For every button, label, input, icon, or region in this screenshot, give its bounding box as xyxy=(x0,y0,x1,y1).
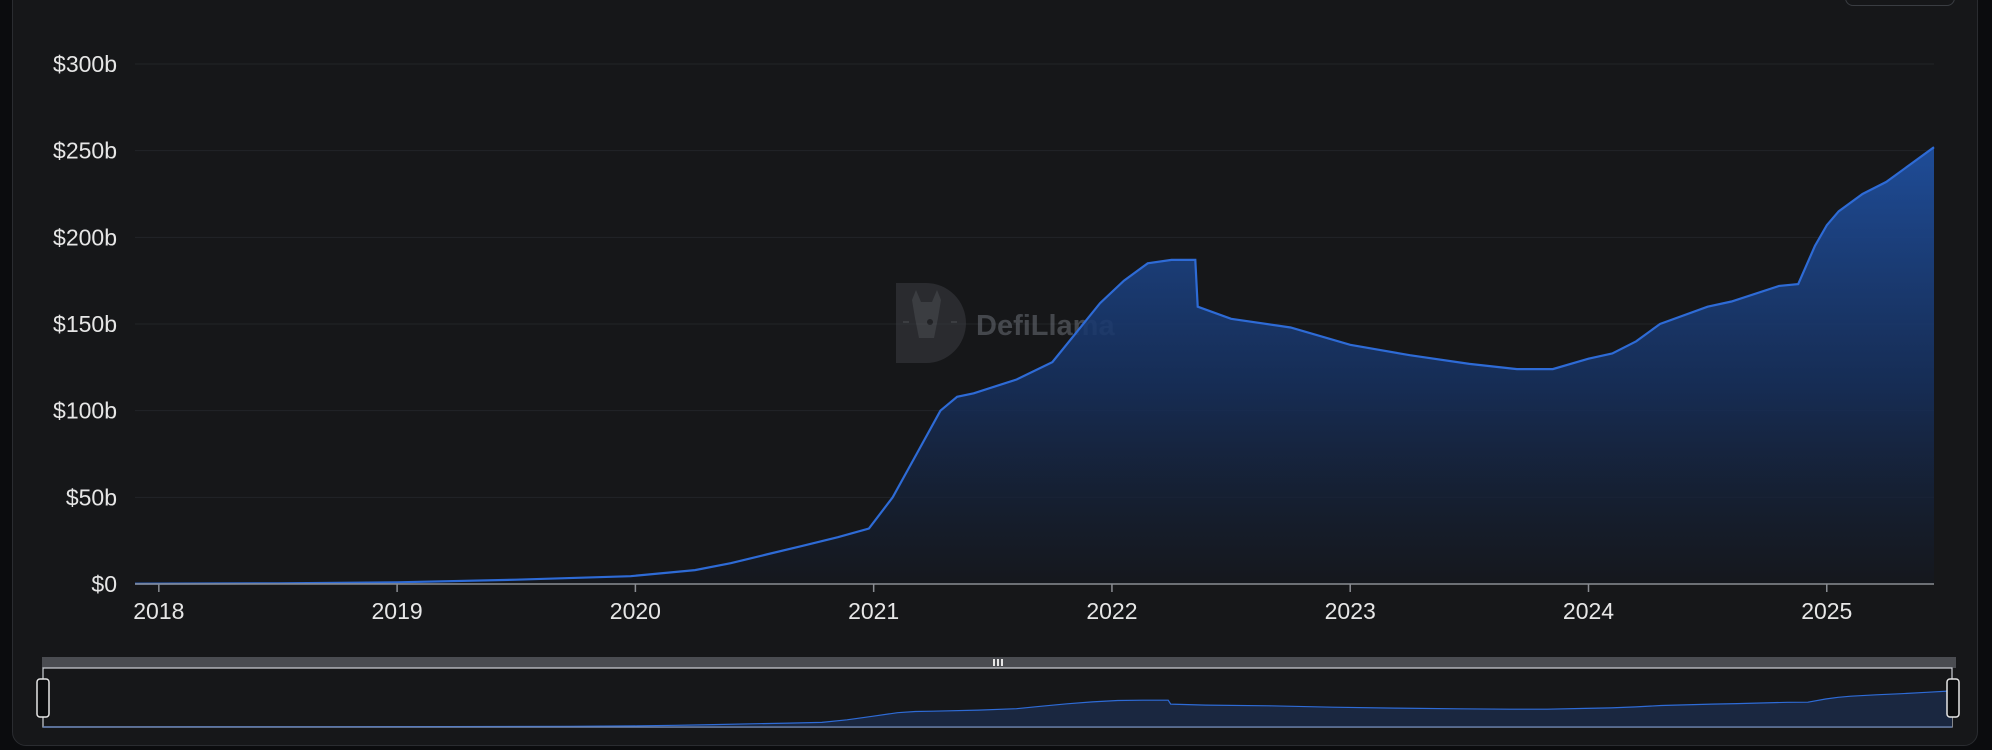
y-tick-label: $300b xyxy=(53,51,117,77)
y-tick-label: $150b xyxy=(53,311,117,337)
range-navigator[interactable] xyxy=(36,657,1960,728)
y-tick-label: $250b xyxy=(53,138,117,164)
series-line xyxy=(134,146,1935,585)
x-tick-label: 2018 xyxy=(133,598,184,624)
x-tick-label: 2024 xyxy=(1563,598,1614,624)
navigator-right-handle[interactable] xyxy=(1946,678,1960,718)
x-tick-label: 2019 xyxy=(372,598,423,624)
scrollbar-grip-icon[interactable] xyxy=(993,659,1003,666)
y-tick-label: $200b xyxy=(53,224,117,250)
y-tick-label: $0 xyxy=(91,571,117,597)
navigator-area xyxy=(43,690,1952,727)
x-axis: 2018 2019 2020 2021 2022 2023 2024 2025 xyxy=(133,584,1852,624)
y-axis: $0 $50b $100b $150b $200b $250b $300b xyxy=(53,51,117,597)
x-tick-label: 2021 xyxy=(848,598,899,624)
navigator-left-handle[interactable] xyxy=(36,678,50,718)
y-tick-label: $100b xyxy=(53,398,117,424)
x-tick-label: 2022 xyxy=(1086,598,1137,624)
navigator-line xyxy=(42,690,1953,728)
llama-logo-icon xyxy=(896,283,966,363)
x-tick-label: 2023 xyxy=(1325,598,1376,624)
series-area xyxy=(135,147,1934,584)
x-tick-label: 2025 xyxy=(1801,598,1852,624)
x-tick-label: 2020 xyxy=(610,598,661,624)
y-tick-label: $50b xyxy=(66,484,117,510)
